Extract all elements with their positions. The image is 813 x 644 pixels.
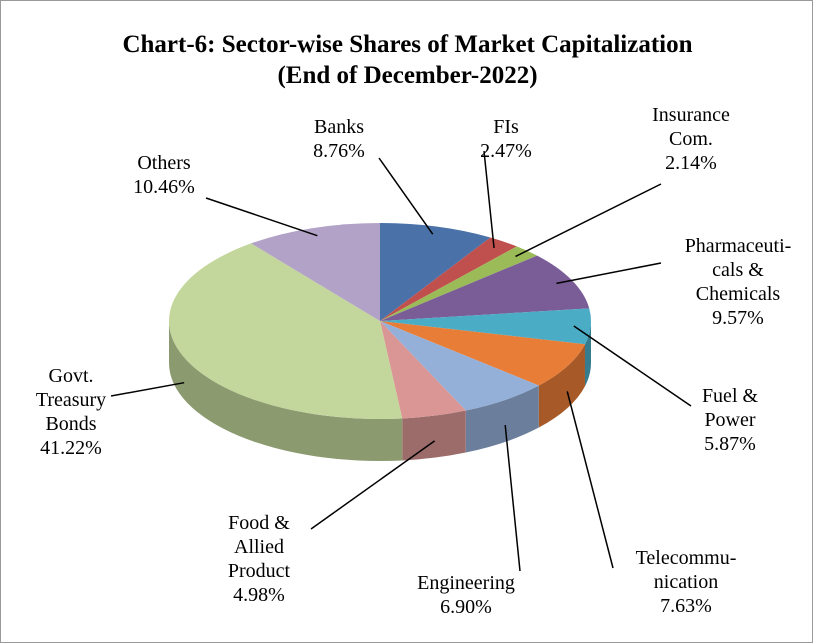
slice (380, 255, 590, 321)
category-label: Govt. Treasury Bonds (35, 365, 107, 435)
data-label: Engineering 6.90% (417, 571, 515, 619)
data-label: Govt. Treasury Bonds 41.22% (36, 364, 106, 460)
slice-side (465, 385, 539, 453)
data-label: Food & Allied Product 4.98% (228, 511, 290, 607)
category-label: FIs (493, 116, 519, 138)
slice-side (169, 321, 403, 461)
value-label: 2.47% (480, 140, 532, 162)
category-label: Insurance Com. (652, 104, 730, 150)
value-label: 4.98% (233, 584, 285, 606)
slice (380, 246, 538, 321)
slice (169, 243, 403, 419)
category-label: Engineering (417, 572, 515, 594)
category-label: Banks (313, 116, 364, 138)
data-label: Pharmaceuti- cals & Chemicals 9.57% (685, 234, 792, 330)
leader-line (504, 425, 521, 572)
category-label: Telecommu- nication (635, 547, 737, 593)
leader-line (110, 381, 185, 397)
data-label: FIs 2.47% (480, 115, 532, 163)
data-label: Fuel & Power 5.87% (702, 384, 758, 456)
value-label: 8.76% (313, 140, 365, 162)
category-label: Food & Allied Product (227, 512, 291, 582)
slice (380, 321, 466, 419)
data-label: Others 10.46% (133, 151, 195, 199)
value-label: 6.90% (440, 596, 492, 618)
leader-line (310, 440, 436, 530)
value-label: 7.63% (660, 595, 712, 617)
value-label: 9.57% (712, 307, 764, 329)
data-label: Insurance Com. 2.14% (652, 103, 730, 175)
leader-line (378, 157, 434, 235)
slice (251, 223, 380, 321)
leader-line (483, 150, 495, 249)
value-label: 10.46% (133, 176, 195, 198)
category-label: Pharmaceuti- cals & Chemicals (684, 235, 792, 305)
leader-line (566, 391, 614, 569)
slice (380, 223, 491, 321)
category-label: Others (137, 152, 191, 174)
leader-line (573, 325, 692, 407)
data-label: Banks 8.76% (313, 115, 365, 163)
slice-side (538, 344, 585, 428)
leader-line (515, 183, 662, 258)
slice (380, 237, 517, 321)
value-label: 41.22% (40, 437, 102, 459)
leader-line (205, 197, 318, 237)
chart-title: Chart-6: Sector-wise Shares of Market Ca… (122, 31, 693, 89)
value-label: 5.87% (704, 433, 756, 455)
slice (380, 321, 539, 411)
slice-side (402, 410, 466, 461)
slice (380, 308, 591, 345)
data-label: Telecommu- nication 7.63% (636, 546, 737, 618)
value-label: 2.14% (665, 152, 717, 174)
category-label: Fuel & Power (701, 385, 759, 431)
slice (380, 321, 585, 386)
leader-line (556, 262, 662, 285)
